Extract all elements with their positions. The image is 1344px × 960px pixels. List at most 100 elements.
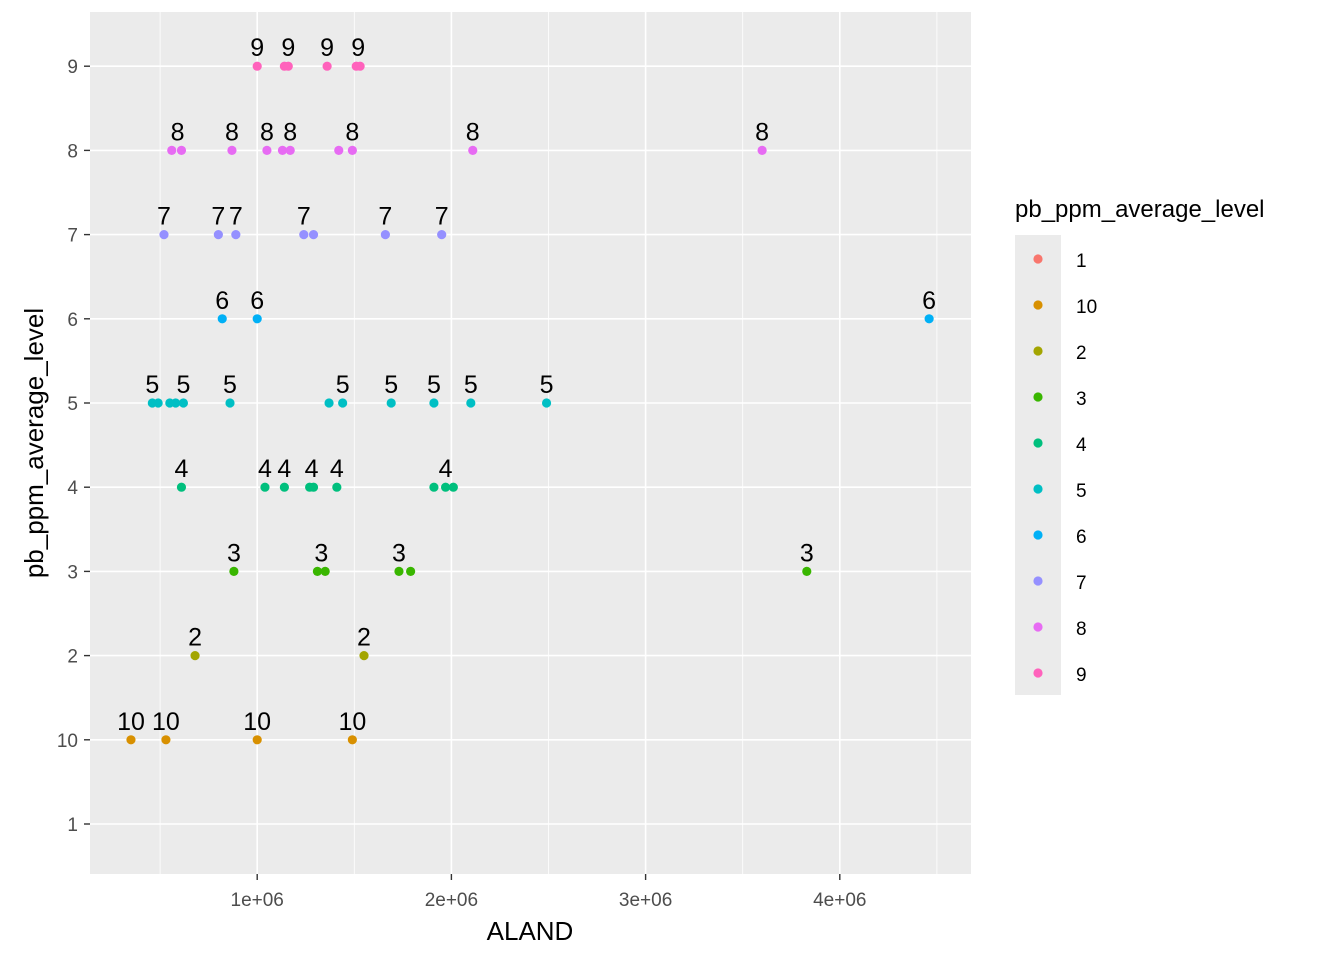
point-label: 2 <box>357 624 371 652</box>
point-label: 4 <box>330 455 344 483</box>
point-label: 7 <box>297 203 311 231</box>
data-point <box>466 398 476 408</box>
legend-key <box>1033 392 1043 402</box>
data-point <box>338 398 348 408</box>
legend-label: 10 <box>1076 297 1097 318</box>
point-label: 7 <box>229 203 243 231</box>
legend-key <box>1033 438 1043 448</box>
legend-label: 7 <box>1076 573 1087 594</box>
point-label: 7 <box>157 203 171 231</box>
data-point <box>757 145 767 155</box>
y-tick-label: 7 <box>67 226 78 247</box>
data-point <box>924 314 934 324</box>
legend-key <box>1033 576 1043 586</box>
legend-key <box>1033 484 1043 494</box>
point-label: 5 <box>384 371 398 399</box>
point-labels-layer: 9 9 9 98 8 8 8 8 8 87 7 7 7 7 76 6 65 5 5 5 5 5 5 54 4 4 4 4 43 3 3 32 2… <box>117 34 936 736</box>
data-point <box>394 566 404 577</box>
x-axis-title: ALAND <box>487 916 574 946</box>
point-label: 2 <box>188 624 202 652</box>
legend-key <box>1033 668 1043 678</box>
point-label: 5 <box>427 371 441 399</box>
point-label: 5 <box>464 371 478 399</box>
data-point <box>380 230 390 240</box>
data-point <box>429 482 439 492</box>
legend-key <box>1033 254 1043 264</box>
point-label: 5 <box>223 371 237 399</box>
point-label: 3 <box>800 539 814 567</box>
data-point <box>437 230 447 240</box>
point-label: 3 <box>392 539 406 567</box>
data-point <box>178 398 189 408</box>
legend-entries: 1 10 2 3 4 5 6 7 8 9 <box>1033 251 1097 686</box>
point-label: 4 <box>439 455 453 483</box>
legend-title: pb_ppm_average_level <box>1015 196 1265 223</box>
data-point <box>227 145 237 155</box>
point-label: 8 <box>260 118 274 146</box>
data-point <box>153 398 163 408</box>
point-label: 9 <box>250 34 264 62</box>
point-label: 5 <box>145 371 159 399</box>
y-axis-title: pb_ppm_average_level <box>19 308 49 578</box>
data-point <box>355 61 365 71</box>
point-label: 6 <box>922 287 936 315</box>
point-label: 7 <box>211 203 225 231</box>
point-label: 9 <box>351 34 365 62</box>
data-point <box>468 145 478 155</box>
legend-key <box>1033 622 1043 632</box>
data-point <box>167 145 177 155</box>
data-point <box>285 145 295 155</box>
data-point <box>541 398 552 408</box>
y-tick-label: 4 <box>67 478 78 499</box>
data-point <box>308 230 319 240</box>
point-label: 10 <box>117 708 145 736</box>
data-point <box>386 398 396 408</box>
data-point <box>225 398 235 408</box>
x-tick-label: 3e+06 <box>619 890 672 911</box>
legend-key-background <box>1015 235 1061 695</box>
point-label: 7 <box>378 203 392 231</box>
point-label: 8 <box>466 118 480 146</box>
y-tick-label: 3 <box>67 562 78 583</box>
point-label: 9 <box>320 34 334 62</box>
legend-key <box>1033 346 1043 356</box>
y-tick-label: 1 <box>67 815 78 836</box>
point-label: 6 <box>215 287 229 315</box>
y-tick-label: 9 <box>67 57 78 78</box>
data-point <box>308 482 319 492</box>
data-point <box>802 566 812 577</box>
point-label: 8 <box>225 118 239 146</box>
data-point <box>347 145 357 155</box>
grid-major <box>90 12 971 874</box>
x-tick-label: 1e+06 <box>231 890 284 911</box>
point-label: 10 <box>338 708 366 736</box>
legend-label: 1 <box>1076 251 1087 272</box>
data-point <box>324 398 334 408</box>
point-label: 4 <box>258 455 272 483</box>
panel-background <box>90 12 971 874</box>
data-point <box>252 61 262 71</box>
x-axis: 1e+06 2e+06 3e+06 4e+06 <box>231 874 866 911</box>
legend: pb_ppm_average_level 1 10 2 3 4 5 6 7 8 9 <box>1015 196 1265 695</box>
point-label: 3 <box>227 539 241 567</box>
data-point <box>176 482 187 492</box>
y-tick-label: 10 <box>57 731 78 752</box>
point-label: 5 <box>540 371 554 399</box>
legend-label: 3 <box>1076 389 1087 410</box>
data-point <box>283 61 293 71</box>
point-label: 4 <box>305 455 319 483</box>
point-label: 5 <box>176 371 190 399</box>
data-point <box>320 566 330 577</box>
point-label: 8 <box>755 118 769 146</box>
point-label: 5 <box>336 371 350 399</box>
points-layer <box>126 61 934 745</box>
point-label: 8 <box>171 118 185 146</box>
x-tick-label: 4e+06 <box>813 890 866 911</box>
grid-minor <box>159 12 938 874</box>
point-label: 3 <box>314 539 328 567</box>
data-point <box>312 566 323 577</box>
point-label: 8 <box>283 118 297 146</box>
x-tick-label: 2e+06 <box>425 890 478 911</box>
legend-label: 4 <box>1076 435 1087 456</box>
point-label: 4 <box>277 455 291 483</box>
